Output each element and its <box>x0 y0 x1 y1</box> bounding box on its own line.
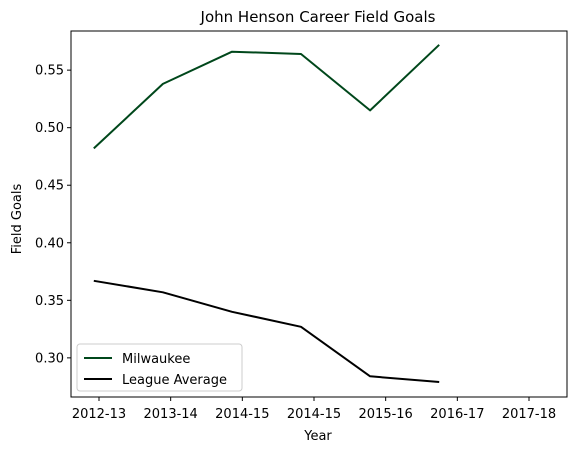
y-tick-label: 0.50 <box>35 121 64 136</box>
x-tick-label: 2016-17 <box>430 407 484 422</box>
x-tick-label: 2015-16 <box>359 407 413 422</box>
legend <box>76 343 243 392</box>
series-line-league-average <box>93 279 440 383</box>
legend-label: Milwaukee <box>122 352 190 367</box>
y-axis-label: Field Goals <box>10 184 25 255</box>
y-tick-label: 0.35 <box>35 294 64 309</box>
axes-frame <box>70 30 568 398</box>
x-tick-label: 2014-15 <box>215 407 269 422</box>
x-tick-label: 2013-14 <box>144 407 198 422</box>
series-line-milwaukee <box>93 44 440 150</box>
x-tick-label: 2017-18 <box>502 407 556 422</box>
y-tick-label: 0.30 <box>35 351 64 366</box>
x-tick-label: 2012-13 <box>72 407 126 422</box>
legend-label: League Average <box>122 373 227 388</box>
chart-title: John Henson Career Field Goals <box>200 8 436 26</box>
y-tick-label: 0.45 <box>35 179 64 194</box>
x-axis-label: Year <box>303 429 332 444</box>
y-tick-label: 0.40 <box>35 236 64 251</box>
y-tick-label: 0.55 <box>35 64 64 79</box>
x-tick-label: 2014-15 <box>287 407 341 422</box>
plot-area: 0.30 0.35 0.40 0.45 0.50 0.55 2012-13 2013-14 20… <box>35 30 568 422</box>
